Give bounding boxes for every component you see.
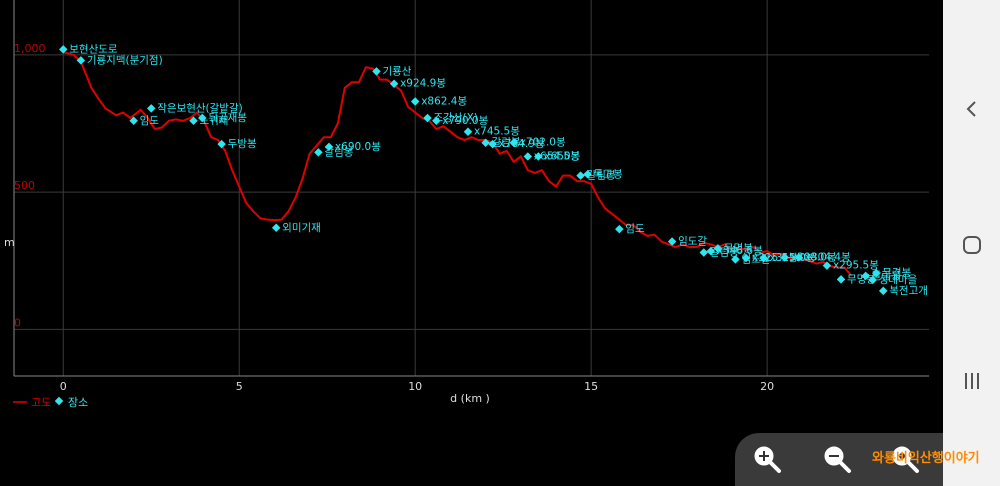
x-tick-label: 10 <box>408 380 422 393</box>
place-label: x346.6봉 <box>717 245 763 257</box>
y-tick-label: 0 <box>14 316 21 329</box>
x-tick-label: 15 <box>584 380 598 393</box>
legend-label-elevation: 고도 <box>31 396 51 409</box>
place-marker <box>129 116 138 126</box>
place-label: x690.0봉 <box>335 141 381 153</box>
place-marker <box>389 79 399 88</box>
place-marker <box>871 268 881 278</box>
place-marker <box>523 152 533 161</box>
place-markers: 보현산도로기룡지맥(분기점)임도작은보현산(갈밭갈)노귀재뒤골재봉두방봉외미기재… <box>59 43 928 297</box>
x-tick-label: 20 <box>760 380 774 393</box>
place-label: 무명봉 <box>724 242 753 254</box>
zoom-controls <box>735 433 943 486</box>
legend-label-places: 장소 <box>68 396 88 409</box>
place-label: x790.0봉 <box>442 115 488 127</box>
place-marker <box>372 67 381 76</box>
x-tick-label: 5 <box>236 380 243 393</box>
grid <box>14 0 929 376</box>
zoom-reset-icon <box>892 446 919 473</box>
legend-diamond-swatch <box>54 396 64 406</box>
x-axis-label: d (km ) <box>450 392 490 405</box>
place-label: 노귀재 <box>199 115 228 127</box>
place-label: x862.4봉 <box>421 96 467 108</box>
zoom-reset-button[interactable] <box>887 441 923 477</box>
place-marker <box>481 138 490 147</box>
place-marker <box>836 275 846 284</box>
back-icon <box>966 101 976 117</box>
place-label: x650봉 <box>544 150 580 162</box>
back-button[interactable] <box>943 89 1000 129</box>
place-label: 작은보현산(갈밭갈) <box>157 101 242 114</box>
y-tick-label: 500 <box>14 179 35 192</box>
place-marker <box>314 148 323 157</box>
android-nav-bar <box>943 0 1000 486</box>
place-marker <box>615 224 624 234</box>
place-label: 기룡산 <box>382 65 411 77</box>
zoom-out-button[interactable] <box>819 441 855 477</box>
place-label: 임도 <box>140 114 160 127</box>
place-marker <box>189 116 198 126</box>
place-label: 외미기재 <box>282 222 321 234</box>
place-label: x295.5봉 <box>833 260 879 272</box>
y-axis-label: m <box>4 236 15 249</box>
axes: 0 5 10 15 20 0 500 1,000 <box>13 0 929 393</box>
place-label: 기룡지맥(분기점) <box>87 54 163 66</box>
place-label: 임도 <box>625 222 645 235</box>
place-marker <box>198 113 207 123</box>
place-marker <box>731 255 740 264</box>
place-marker <box>463 127 473 136</box>
place-label: 조강산(X) <box>434 112 478 124</box>
place-label: 보현산도로 <box>69 43 118 55</box>
place-marker <box>432 116 441 126</box>
place-marker <box>76 56 86 65</box>
place-label: x745.5봉 <box>474 126 520 138</box>
place-label: 뒤골재봉 <box>208 112 247 124</box>
legend: 고도 장소 <box>13 396 88 409</box>
place-label: x308.0봉 <box>791 251 837 263</box>
place-marker <box>271 223 281 233</box>
place-marker <box>410 97 420 106</box>
place-label: 갈림봉 <box>587 169 616 182</box>
home-icon <box>962 236 981 254</box>
x-tick-label: 0 <box>60 380 67 393</box>
home-button[interactable] <box>943 225 1000 265</box>
place-label: 무겸봉 <box>882 267 911 279</box>
place-marker <box>423 113 432 123</box>
y-tick-label: 1,000 <box>14 42 46 55</box>
place-marker <box>324 142 334 152</box>
place-marker <box>868 275 877 285</box>
watermark: 와룡비익산행이야기 <box>872 451 980 466</box>
place-marker <box>879 286 888 296</box>
zoom-in-icon <box>754 446 781 473</box>
place-label: 갈림봉 <box>324 145 353 158</box>
place-label: 임도갈 <box>678 235 707 248</box>
place-marker <box>861 271 870 281</box>
place-label: x702.0봉 <box>520 137 566 149</box>
place-label: x304.4봉 <box>805 251 851 263</box>
place-label: 독고봉 <box>594 168 623 180</box>
recent-apps-icon <box>964 373 979 389</box>
place-marker <box>576 171 585 180</box>
place-label: 성대마을 <box>879 274 918 286</box>
place-marker <box>822 261 832 270</box>
place-marker <box>488 139 497 149</box>
place-label: x315.0봉 <box>770 252 816 264</box>
place-marker <box>147 104 156 113</box>
place-label: x704.9봉 <box>499 138 545 150</box>
place-marker <box>699 248 709 257</box>
place-label: x924.9봉 <box>400 78 446 90</box>
zoom-in-button[interactable] <box>749 441 785 477</box>
place-marker <box>217 139 226 149</box>
zoom-out-icon <box>824 446 851 473</box>
recent-apps-button[interactable] <box>943 361 1000 401</box>
place-label: 복전고개 <box>889 285 928 297</box>
place-marker <box>59 45 68 54</box>
place-label: 두방봉 <box>228 138 257 150</box>
place-label: x654.5봉 <box>534 150 580 162</box>
